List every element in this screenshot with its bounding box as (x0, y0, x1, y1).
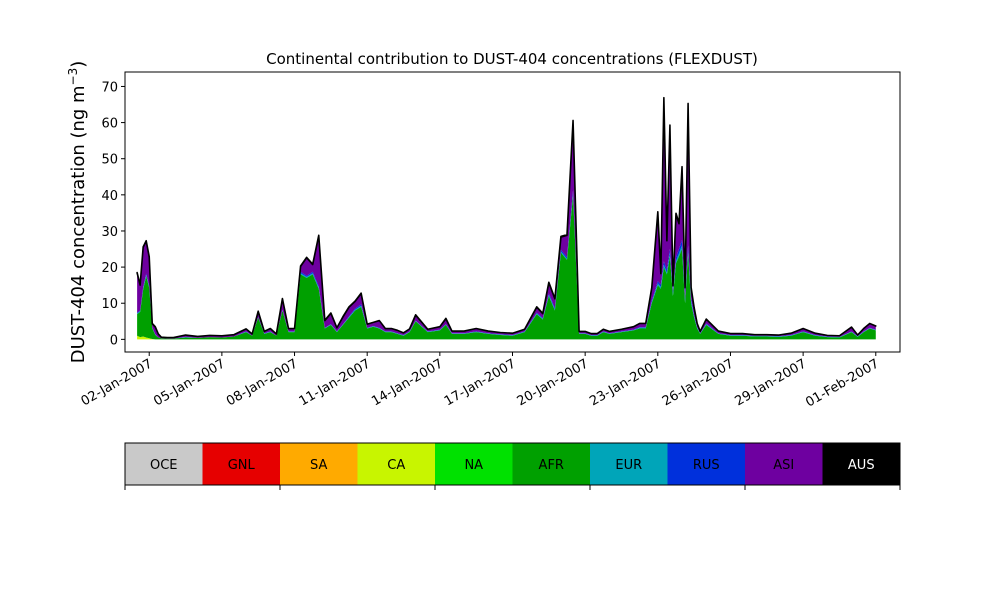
area-series-afr (137, 194, 876, 340)
legend-label-gnl: GNL (228, 458, 256, 473)
area-series-rus (137, 190, 876, 339)
legend-label-afr: AFR (539, 458, 564, 473)
legend-swatch-afr (512, 443, 590, 485)
y-axis-label-superscript: −3 (66, 68, 80, 86)
chart-title: Continental contribution to DUST-404 con… (266, 50, 758, 68)
y-tick-label: 0 (110, 333, 118, 348)
area-series-eur (137, 193, 876, 339)
x-tick-label: 11-Jan-2007 (297, 356, 374, 409)
legend-label-eur: EUR (615, 458, 642, 473)
y-tick-label: 70 (101, 80, 118, 95)
legend-label-na: NA (464, 458, 483, 473)
y-tick-label: 30 (101, 225, 118, 240)
x-tick-label: 08-Jan-2007 (224, 356, 301, 409)
legend-swatch-eur (590, 443, 668, 485)
legend-label-aus: AUS (848, 458, 875, 473)
x-tick-label: 17-Jan-2007 (442, 356, 519, 409)
y-axis-label: DUST-404 concentration (ng m−3) (66, 61, 89, 364)
legend-label-oce: OCE (150, 458, 178, 473)
x-tick-label: 20-Jan-2007 (515, 356, 592, 409)
legend-swatch-asi (745, 443, 823, 485)
legend-swatch-aus (822, 443, 900, 485)
plot-area (136, 96, 877, 340)
x-tick-label: 02-Jan-2007 (79, 356, 156, 409)
y-tick-label: 20 (101, 261, 118, 276)
y-axis-label-text: DUST-404 concentration (ng m (68, 85, 89, 363)
x-tick-label: 05-Jan-2007 (151, 356, 228, 409)
y-axis-label-close: ) (68, 61, 89, 68)
axes: 0 10 20 30 40 50 60 70 02-Jan-200705-Jan-200708-… (79, 71, 901, 410)
legend-swatch-gnl (202, 443, 280, 485)
x-tick-label: 23-Jan-2007 (587, 356, 664, 409)
y-tick-label: 60 (101, 117, 118, 132)
area-series-asi (137, 98, 876, 339)
x-tick-label: 29-Jan-2007 (733, 356, 810, 409)
legend-label-rus: RUS (693, 458, 720, 473)
svg-text:DUST-404 concentration (ng m−3: DUST-404 concentration (ng m−3) (66, 61, 89, 364)
legend-swatch-sa (280, 443, 358, 485)
legend-frame (124, 442, 901, 486)
y-tick-label: 10 (101, 297, 118, 312)
legend-label-asi: ASI (773, 458, 794, 473)
legend-swatch-oce (125, 443, 203, 485)
x-tick-label: 26-Jan-2007 (660, 356, 737, 409)
x-tick-label: 01-Feb-2007 (803, 356, 882, 410)
y-tick-label: 50 (101, 153, 118, 168)
area-series-aus (136, 96, 877, 339)
y-tick-label: 40 (101, 189, 118, 204)
legend-label-sa: SA (310, 458, 327, 473)
colorbar-legend: OCE GNL SA CA NA AFR EUR RUS ASI AUS (124, 442, 901, 490)
legend-label-ca: CA (387, 458, 405, 473)
plot-frame (124, 71, 901, 353)
legend-swatch-ca (357, 443, 435, 485)
legend-swatch-rus (667, 443, 745, 485)
x-tick-label: 14-Jan-2007 (369, 356, 446, 409)
legend-swatch-na (435, 443, 513, 485)
